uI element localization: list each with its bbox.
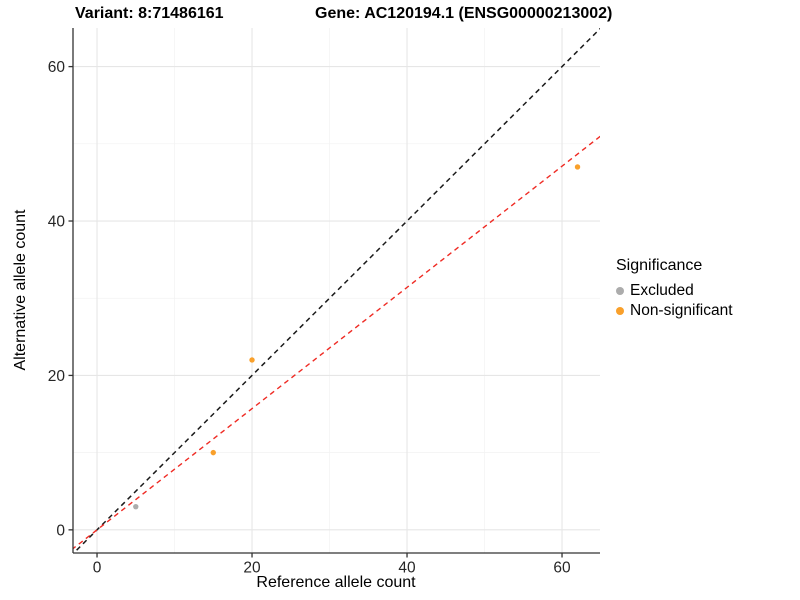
x-tick-label: 0 (93, 560, 102, 577)
x-axis-title: Reference allele count (256, 574, 416, 591)
data-point-non-significant (574, 164, 581, 170)
identity-line (73, 28, 600, 553)
y-axis-title: Alternative allele count (12, 209, 29, 371)
legend-item-excluded: Excluded (616, 281, 733, 301)
data-point-non-significant (210, 449, 216, 456)
y-tick-label: 40 (48, 214, 66, 231)
data-point-non-significant (249, 357, 255, 363)
legend-dot-icon (616, 287, 624, 295)
x-tick-label: 60 (553, 560, 571, 577)
variant-title: Variant: 8:71486161 (75, 5, 224, 22)
legend-dot-icon (616, 307, 624, 315)
data-point-excluded (133, 503, 139, 510)
y-tick-label: 60 (48, 59, 66, 76)
x-tick-label: 40 (398, 560, 416, 577)
gene-title: Gene: AC120194.1 (ENSG00000213002) (315, 5, 613, 22)
legend: Significance Excluded Non-significant (616, 257, 733, 321)
legend-item-label: Non-significant (630, 302, 733, 319)
y-tick-label: 20 (48, 368, 66, 385)
y-tick-label: 0 (56, 522, 65, 539)
legend-item-non-significant: Non-significant (616, 301, 733, 321)
x-tick-label: 20 (243, 560, 261, 577)
legend-items: Excluded Non-significant (616, 281, 733, 321)
fit-line (73, 135, 600, 550)
legend-item-label: Excluded (630, 282, 694, 299)
legend-title: Significance (616, 257, 703, 274)
